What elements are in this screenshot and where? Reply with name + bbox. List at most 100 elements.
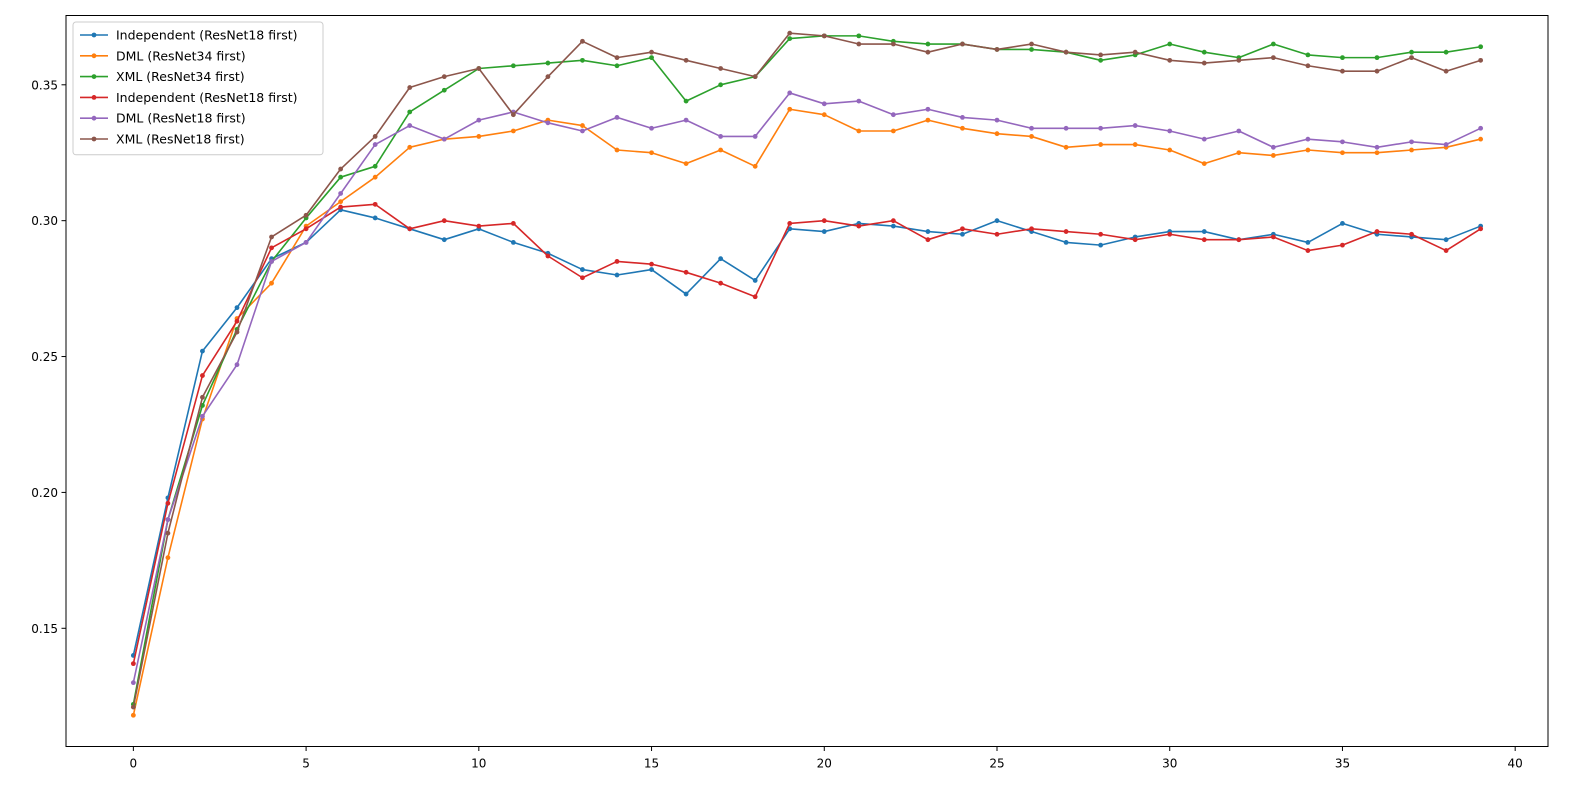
series-6-point [683, 57, 689, 63]
series-5-point [545, 120, 551, 126]
plot-frame [65, 15, 1549, 747]
series-6-point [821, 33, 827, 39]
series-5-point [407, 123, 413, 128]
series-2-point [1305, 147, 1311, 153]
series-5-point [752, 134, 758, 139]
y-tick-label: 0.15 [31, 622, 58, 636]
series-6-point [303, 212, 309, 218]
series-5-point [960, 115, 965, 120]
series-6-point [787, 30, 793, 36]
series-2-point [1478, 136, 1484, 142]
series-5-point [441, 136, 447, 142]
series-4-point [1132, 237, 1138, 243]
series-6-point [580, 38, 585, 44]
series-5-point [165, 517, 171, 522]
series-2-point [1201, 161, 1207, 167]
series-2-point [718, 147, 724, 153]
legend-item: DML (ResNet34 first) [80, 48, 246, 63]
series-4-point [1270, 234, 1276, 240]
series-5-point [994, 117, 1000, 123]
series-3-point [1478, 44, 1484, 50]
series-4-point [683, 269, 689, 275]
series-6-point [234, 329, 240, 335]
series-4-point [338, 204, 344, 210]
series-6-point [1201, 60, 1207, 66]
series-2-point [269, 280, 274, 286]
series-2-point [821, 112, 827, 118]
series-5 [130, 90, 1484, 686]
series-2-point [1340, 150, 1345, 156]
legend-swatch-marker [91, 95, 97, 100]
series-5-point [1063, 125, 1069, 131]
x-tick-label: 20 [817, 757, 832, 771]
series-6-point [1063, 49, 1069, 55]
series-5-point [372, 142, 378, 147]
series-3-point [1443, 49, 1449, 55]
legend-label: Independent (ResNet18 first) [116, 28, 298, 43]
series-4-point [1063, 229, 1069, 234]
legend-swatch-marker [91, 115, 97, 121]
y-tick-label: 0.35 [31, 78, 58, 92]
series-2-point [165, 555, 171, 561]
x-tick-label: 35 [1335, 757, 1350, 771]
series-1-point [925, 229, 931, 234]
series-4-point [856, 223, 862, 229]
series-6-point [338, 166, 344, 172]
series-5-point [1270, 144, 1276, 150]
legend-swatch-marker [91, 32, 97, 38]
series-6-point [1270, 55, 1276, 61]
legend-item: XML (ResNet18 first) [80, 132, 245, 147]
series-4-point [1236, 237, 1242, 243]
series-2-line [132, 108, 1482, 717]
series-4-point [960, 226, 965, 232]
series-3-point [510, 63, 516, 69]
series-5-point [269, 259, 274, 264]
series-3-point [1270, 41, 1276, 47]
series-3-point [1340, 55, 1345, 61]
series-4-point [476, 223, 482, 229]
y-axis: 0.15 0.20 0.25 0.30 0.35 [31, 78, 66, 636]
series-3-point [1201, 49, 1207, 55]
series-5-point [856, 98, 862, 104]
series-6-point [476, 66, 482, 71]
series-4-point [1374, 229, 1380, 234]
series-4-point [890, 218, 896, 224]
series-6-point [1236, 57, 1242, 63]
series-4-point [303, 226, 309, 232]
series-5-point [476, 117, 482, 123]
series-2-point [856, 128, 862, 134]
y-tick-label: 0.30 [31, 214, 58, 228]
series-2-point [1098, 142, 1104, 147]
series-4-point [269, 245, 274, 251]
legend-item: DML (ResNet18 first) [80, 111, 246, 126]
series-6-point [1167, 57, 1173, 63]
series-1-point [649, 267, 654, 272]
series-4-point [1167, 231, 1173, 237]
series-5-point [1201, 136, 1207, 142]
series-2-point [994, 131, 1000, 137]
series-4-point [234, 318, 240, 324]
series-3-point [1098, 57, 1104, 63]
x-tick-label: 5 [302, 757, 310, 771]
series-5-point [303, 240, 309, 245]
x-tick-label: 10 [471, 757, 486, 771]
legend-item: Independent (ResNet18 first) [80, 28, 298, 43]
series-5-point [614, 115, 620, 120]
series-4-point [1305, 248, 1311, 253]
series-layer [130, 30, 1484, 718]
series-5-point [787, 90, 793, 96]
series-6-point [752, 74, 758, 80]
series-5-point [925, 106, 931, 112]
series-5-point [1132, 123, 1138, 128]
series-6-point [1443, 68, 1449, 74]
series-3-point [580, 57, 585, 63]
series-3-point [856, 33, 862, 39]
legend-swatch-marker [91, 136, 97, 142]
series-3-point [649, 55, 654, 61]
series-4-point [545, 253, 551, 259]
series-4-point [1201, 237, 1207, 243]
legend-swatch-marker [91, 53, 97, 59]
series-5-point [718, 134, 724, 139]
y-tick-label: 0.20 [31, 486, 58, 500]
series-1-point [960, 231, 965, 237]
